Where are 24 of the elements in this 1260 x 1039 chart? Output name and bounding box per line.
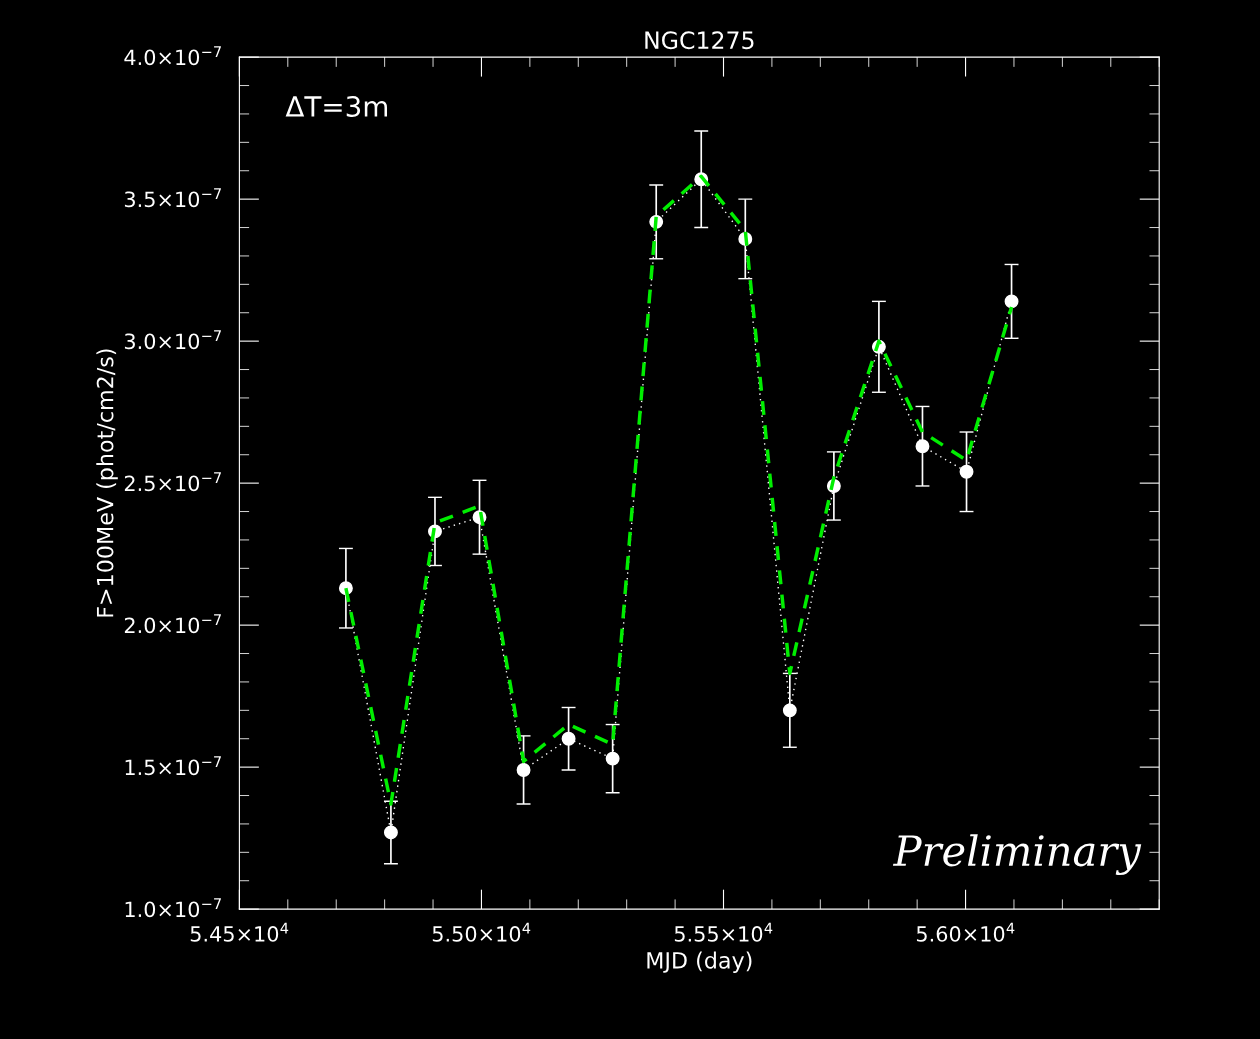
y-tick-label: 1.5×10$^{−7}$	[125, 756, 221, 776]
x-tick-label: 5.50×10$^{4}$	[432, 922, 531, 942]
x-tick-label: 5.55×10$^{4}$	[674, 922, 773, 942]
y-tick-label: 2.5×10$^{−7}$	[124, 472, 221, 492]
x-axis-title: MJD (day)	[647, 951, 752, 974]
point	[561, 731, 576, 746]
chart-title: NGC1275	[645, 31, 754, 50]
y-tick-label: 2.0×10$^{−7}$	[124, 614, 221, 634]
point	[959, 464, 974, 479]
annotation: ΔT=3m	[285, 95, 388, 117]
point	[782, 703, 797, 718]
point	[915, 439, 930, 454]
y-tick-label: 3.5×10$^{−7}$	[124, 188, 221, 208]
point	[516, 763, 531, 777]
y-tick-label: 4.0×10$^{−7}$	[124, 46, 221, 66]
y-tick-label: 1.0×10$^{−7}$	[125, 898, 221, 918]
x-tick-label: 5.60×10$^{4}$	[916, 922, 1015, 942]
point	[383, 825, 398, 840]
y-axis-title: F>100MeV (phot/cm2/s)	[96, 349, 118, 617]
y-tick-label: 3.0×10$^{−7}$	[124, 330, 221, 350]
point	[1004, 294, 1019, 309]
x-tick-label: 5.45×10$^{4}$	[190, 922, 289, 942]
point	[605, 751, 620, 766]
annotation: Preliminary	[892, 834, 1142, 876]
